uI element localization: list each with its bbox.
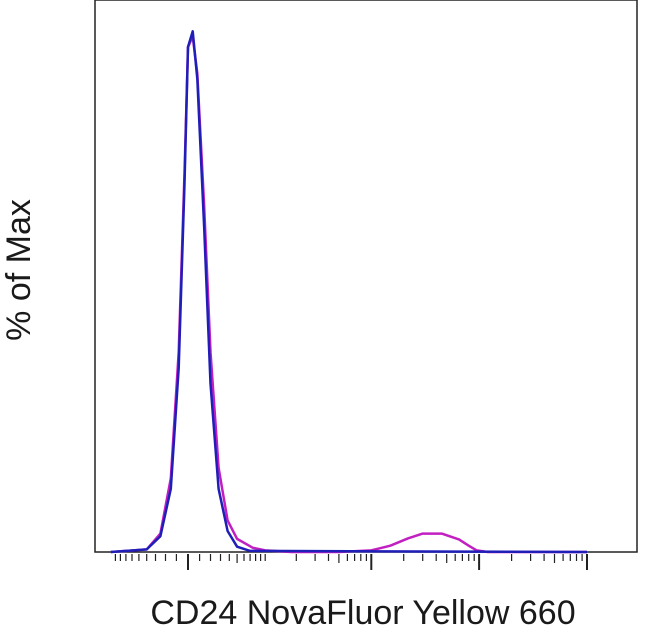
- y-axis-label: % of Max: [0, 199, 38, 341]
- plot-frame: [94, 0, 638, 553]
- histogram-curves: [110, 30, 588, 554]
- x-axis-ticks: [114, 554, 588, 570]
- x-axis-label: CD24 NovaFluor Yellow 660: [150, 594, 575, 632]
- histogram-series-1: [110, 30, 588, 554]
